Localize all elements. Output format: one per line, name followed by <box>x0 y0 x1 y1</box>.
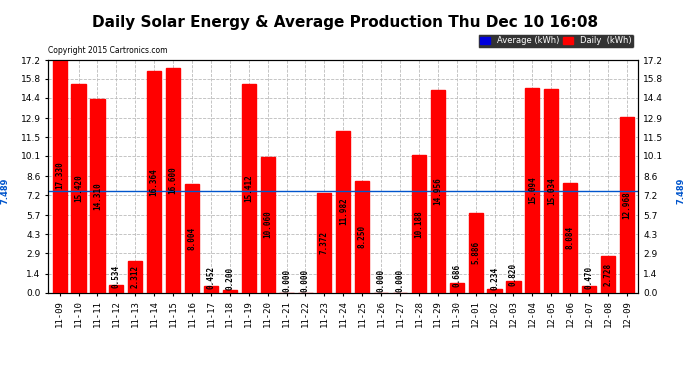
Text: 8.004: 8.004 <box>188 227 197 250</box>
Bar <box>90 99 105 292</box>
Bar <box>52 58 67 292</box>
Bar <box>450 283 464 292</box>
Bar <box>204 286 218 292</box>
Bar <box>582 286 596 292</box>
Text: 2.728: 2.728 <box>604 262 613 286</box>
Bar <box>185 184 199 292</box>
Text: 16.364: 16.364 <box>150 168 159 196</box>
Bar <box>223 290 237 292</box>
Bar <box>563 183 578 292</box>
Bar <box>469 213 483 292</box>
Text: 0.000: 0.000 <box>301 269 310 292</box>
Text: 8.084: 8.084 <box>566 226 575 249</box>
Text: 15.420: 15.420 <box>74 174 83 202</box>
Bar <box>620 117 634 292</box>
Text: 12.968: 12.968 <box>622 191 631 219</box>
Text: 0.470: 0.470 <box>584 266 593 289</box>
Text: 8.250: 8.250 <box>357 225 366 248</box>
Text: 0.000: 0.000 <box>282 269 291 292</box>
Text: 0.234: 0.234 <box>490 267 499 290</box>
Text: 7.372: 7.372 <box>320 231 329 254</box>
Text: 17.330: 17.330 <box>55 162 64 189</box>
Bar <box>147 71 161 292</box>
Text: 10.060: 10.060 <box>263 211 272 238</box>
Bar <box>525 88 540 292</box>
Text: 15.094: 15.094 <box>528 177 537 204</box>
Text: 0.534: 0.534 <box>112 265 121 288</box>
Bar <box>506 281 520 292</box>
Text: 0.686: 0.686 <box>452 264 461 287</box>
Bar <box>431 90 445 292</box>
Text: 11.982: 11.982 <box>339 198 348 225</box>
Text: 14.310: 14.310 <box>93 182 102 210</box>
Text: 0.820: 0.820 <box>509 263 518 286</box>
Text: 7.489: 7.489 <box>1 178 10 204</box>
Text: 16.600: 16.600 <box>168 166 177 194</box>
Text: 0.000: 0.000 <box>395 269 404 292</box>
Text: 0.452: 0.452 <box>206 266 215 289</box>
Bar <box>261 156 275 292</box>
Bar <box>128 261 142 292</box>
Text: 2.312: 2.312 <box>131 265 140 288</box>
Bar <box>412 155 426 292</box>
Text: 10.188: 10.188 <box>415 210 424 237</box>
Bar <box>166 68 180 292</box>
Bar <box>544 89 558 292</box>
Text: 0.000: 0.000 <box>377 269 386 292</box>
Bar <box>241 84 256 292</box>
Bar <box>355 181 369 292</box>
Text: 15.034: 15.034 <box>546 177 555 205</box>
Text: Copyright 2015 Cartronics.com: Copyright 2015 Cartronics.com <box>48 46 168 56</box>
Bar <box>109 285 124 292</box>
Text: 15.412: 15.412 <box>244 174 253 202</box>
Text: 0.200: 0.200 <box>226 267 235 291</box>
Bar <box>317 193 331 292</box>
Text: 14.956: 14.956 <box>433 177 442 205</box>
Bar <box>487 290 502 292</box>
Bar <box>72 84 86 292</box>
Legend: Average (kWh), Daily  (kWh): Average (kWh), Daily (kWh) <box>477 34 634 48</box>
Text: 5.886: 5.886 <box>471 241 480 264</box>
Bar <box>601 256 615 292</box>
Text: 7.489: 7.489 <box>677 178 686 204</box>
Bar <box>336 130 351 292</box>
Text: Daily Solar Energy & Average Production Thu Dec 10 16:08: Daily Solar Energy & Average Production … <box>92 15 598 30</box>
